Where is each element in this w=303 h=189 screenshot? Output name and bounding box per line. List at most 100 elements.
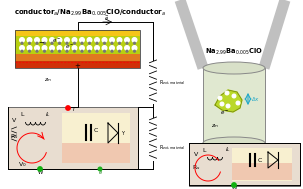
Circle shape [95, 46, 99, 50]
Circle shape [58, 42, 60, 44]
Text: $e^-$: $e^-$ [52, 37, 61, 45]
Circle shape [65, 38, 69, 42]
Circle shape [74, 42, 75, 44]
Circle shape [72, 38, 77, 42]
Circle shape [118, 42, 120, 44]
Circle shape [36, 50, 38, 52]
Circle shape [20, 38, 24, 42]
Bar [8, 107, 138, 169]
Bar [15, 54, 140, 61]
Text: $\Upsilon$: $\Upsilon$ [121, 129, 126, 137]
Circle shape [218, 96, 222, 100]
Circle shape [226, 104, 230, 108]
Bar [62, 113, 130, 163]
Circle shape [125, 38, 129, 42]
Circle shape [232, 183, 236, 187]
Circle shape [80, 38, 84, 42]
Circle shape [66, 50, 68, 52]
Circle shape [44, 50, 45, 52]
Circle shape [96, 50, 98, 52]
Bar [15, 61, 140, 68]
Text: C: C [94, 128, 98, 132]
Circle shape [102, 46, 107, 50]
Circle shape [117, 46, 122, 50]
Text: conductor$_a$/Na$_{2.99}$Ba$_{0.005}$ClO/conductor$_a$: conductor$_a$/Na$_{2.99}$Ba$_{0.005}$ClO… [14, 8, 166, 18]
Circle shape [72, 46, 77, 50]
Text: L: L [20, 112, 24, 118]
Text: $I_L$: $I_L$ [45, 111, 51, 119]
Circle shape [50, 38, 54, 42]
Polygon shape [215, 90, 242, 112]
Bar [232, 163, 292, 180]
Circle shape [125, 46, 129, 50]
Ellipse shape [203, 137, 265, 149]
Circle shape [104, 42, 105, 44]
Text: $\vec{e}$: $\vec{e}$ [105, 15, 110, 23]
Circle shape [88, 42, 90, 44]
Circle shape [110, 46, 114, 50]
Circle shape [81, 42, 83, 44]
Circle shape [88, 50, 90, 52]
Circle shape [51, 42, 53, 44]
Circle shape [118, 50, 120, 52]
Text: L: L [202, 147, 206, 153]
Circle shape [117, 38, 122, 42]
Bar [62, 143, 130, 163]
Circle shape [236, 101, 240, 105]
Circle shape [42, 46, 47, 50]
Circle shape [126, 50, 128, 52]
Circle shape [35, 38, 39, 42]
Circle shape [28, 50, 30, 52]
Bar [15, 36, 140, 54]
Circle shape [132, 38, 137, 42]
Text: W: W [231, 187, 237, 189]
Circle shape [57, 38, 62, 42]
Text: R$_{ext,material}$: R$_{ext,material}$ [159, 79, 186, 87]
Circle shape [111, 50, 113, 52]
Text: $I_L$: $I_L$ [225, 146, 231, 154]
Circle shape [27, 46, 32, 50]
Circle shape [74, 50, 75, 52]
Text: $z_m$: $z_m$ [44, 76, 52, 84]
Circle shape [57, 46, 62, 50]
Text: V: V [12, 118, 16, 122]
Text: $e^-$: $e^-$ [220, 109, 230, 117]
Text: V: V [194, 153, 198, 157]
Circle shape [38, 167, 42, 171]
Circle shape [134, 42, 135, 44]
Ellipse shape [203, 62, 265, 74]
Text: $I$: $I$ [72, 105, 75, 113]
Circle shape [80, 46, 84, 50]
Text: C: C [258, 157, 262, 163]
Circle shape [225, 91, 229, 95]
Circle shape [232, 94, 236, 98]
Text: $e^-$: $e^-$ [65, 43, 74, 51]
Circle shape [58, 50, 60, 52]
Bar [15, 30, 140, 36]
Circle shape [96, 42, 98, 44]
Text: $-$: $-$ [38, 38, 45, 44]
Text: V$_0$: V$_0$ [18, 160, 26, 170]
Circle shape [36, 42, 38, 44]
Circle shape [28, 42, 30, 44]
Circle shape [21, 42, 23, 44]
Circle shape [110, 38, 114, 42]
Text: $e$: $e$ [98, 170, 102, 177]
Text: $z_m$: $z_m$ [211, 122, 219, 130]
Circle shape [21, 50, 23, 52]
Circle shape [95, 38, 99, 42]
Text: $\Delta x$: $\Delta x$ [251, 95, 260, 103]
Circle shape [27, 38, 32, 42]
Circle shape [111, 42, 113, 44]
Text: Na$_{2.99}$Ba$_{0.005}$ClO: Na$_{2.99}$Ba$_{0.005}$ClO [205, 47, 263, 57]
Bar [232, 148, 292, 181]
Circle shape [81, 50, 83, 52]
Circle shape [132, 46, 137, 50]
Circle shape [104, 50, 105, 52]
Circle shape [20, 46, 24, 50]
Circle shape [35, 46, 39, 50]
Text: R$_s$: R$_s$ [192, 163, 200, 172]
Circle shape [51, 50, 53, 52]
Circle shape [42, 38, 47, 42]
Circle shape [66, 106, 70, 110]
